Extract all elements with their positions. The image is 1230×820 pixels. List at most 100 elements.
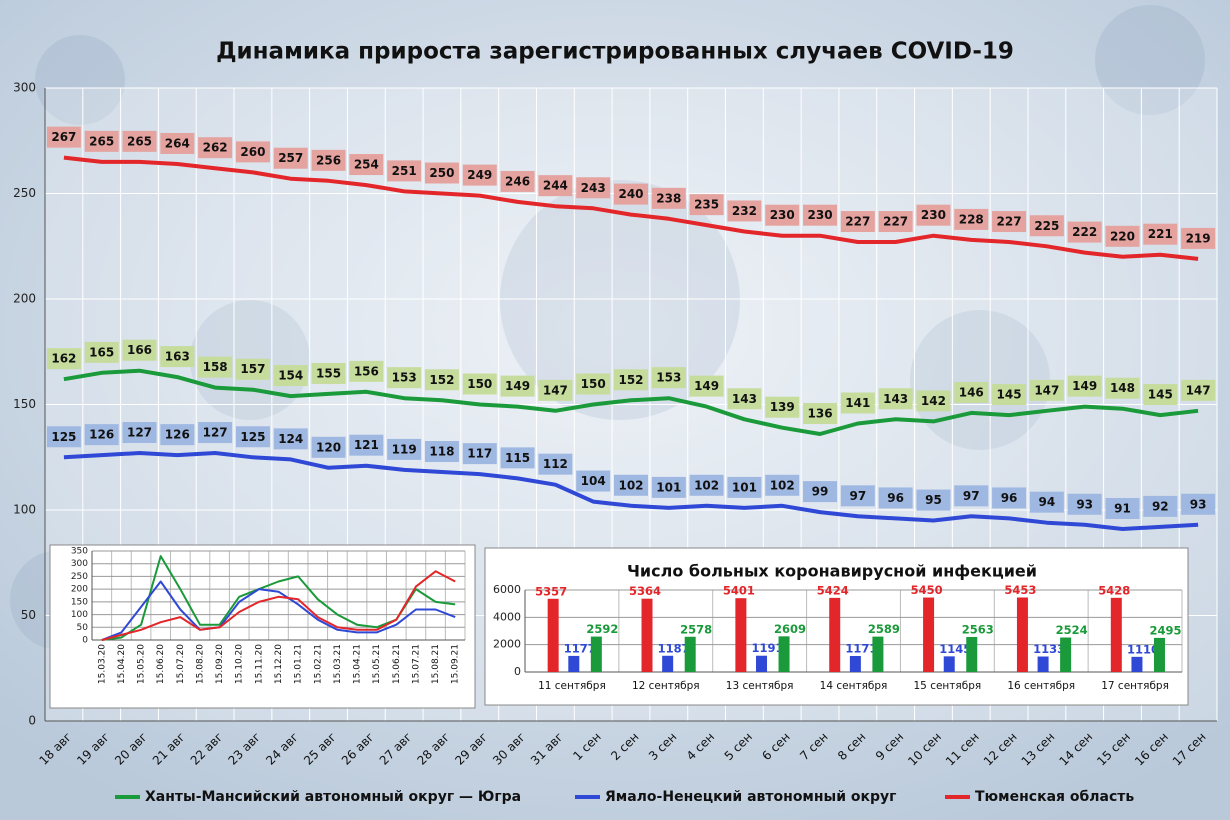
value-label-box	[1105, 377, 1140, 399]
value-label: 152	[618, 373, 643, 387]
value-label: 119	[392, 442, 417, 456]
value-label-box	[1181, 493, 1216, 515]
x-tick-label: 15.09.20	[215, 644, 225, 684]
value-label-box	[424, 162, 459, 184]
value-label-box	[235, 358, 270, 380]
value-label: 147	[1034, 383, 1059, 397]
value-label: 97	[963, 489, 980, 503]
value-label: 153	[392, 371, 417, 385]
value-label-box	[878, 388, 913, 410]
value-label: 1177	[564, 641, 596, 655]
value-label-box	[954, 381, 989, 403]
value-label: 244	[543, 179, 568, 193]
x-tick-label: 15.05.20	[137, 644, 147, 684]
x-tick-label: 15.01.21	[294, 644, 304, 684]
y-tick-label: 350	[71, 547, 88, 557]
series-line	[101, 580, 456, 641]
x-tick-label: 12 сентября	[632, 680, 700, 692]
value-label: 251	[392, 164, 417, 178]
value-label-box	[198, 137, 233, 159]
value-label-box	[954, 485, 989, 507]
value-label-box	[1029, 215, 1064, 237]
value-label: 126	[89, 428, 114, 442]
y-tick-label: 100	[71, 610, 88, 620]
value-label: 101	[656, 480, 681, 494]
value-label: 1187	[658, 641, 690, 655]
value-label: 162	[51, 352, 76, 366]
value-label: 225	[1034, 219, 1059, 233]
value-label: 264	[165, 136, 190, 150]
value-label: 5357	[535, 584, 567, 598]
value-label-box	[803, 204, 838, 226]
value-label: 94	[1039, 495, 1056, 509]
value-label: 102	[618, 478, 643, 492]
value-label-box	[1143, 384, 1178, 406]
value-label: 2578	[680, 622, 712, 636]
value-label-box	[992, 211, 1027, 233]
value-label: 127	[203, 426, 228, 440]
chart-title: Динамика прироста зарегистрированных слу…	[216, 39, 1014, 65]
value-label-box	[387, 367, 422, 389]
value-label: 150	[581, 377, 606, 391]
value-label: 145	[997, 388, 1022, 402]
x-tick-label: 16 сентября	[1007, 680, 1075, 692]
value-label: 2589	[868, 622, 900, 636]
bar	[568, 655, 580, 672]
x-tick-label: 17 сентября	[1101, 680, 1169, 692]
value-label-box	[311, 149, 346, 171]
value-label-box	[576, 373, 611, 395]
y-tick-label: 50	[21, 608, 36, 622]
value-label-box	[614, 474, 648, 496]
x-tick-label: 15.03.21	[333, 644, 343, 684]
value-label: 1145	[939, 642, 971, 656]
value-label: 243	[581, 181, 606, 195]
value-label-box	[235, 141, 270, 163]
y-tick-label: 4000	[493, 610, 521, 623]
value-label-box	[387, 438, 422, 460]
value-label-box	[500, 447, 535, 469]
value-label: 158	[203, 360, 228, 374]
value-label-box	[651, 367, 686, 389]
legend-label: Ханты-Мансийский автономный округ — Югра	[145, 789, 521, 805]
value-label: 112	[543, 457, 568, 471]
value-label: 219	[1186, 231, 1211, 245]
value-label: 260	[240, 145, 265, 159]
value-label: 5401	[723, 584, 755, 598]
value-label-box	[916, 204, 951, 226]
bar	[943, 656, 955, 672]
value-label: 125	[240, 430, 265, 444]
value-label: 220	[1110, 229, 1135, 243]
value-label: 2609	[774, 622, 806, 636]
value-label-box	[1143, 223, 1178, 245]
value-label-box	[500, 375, 535, 397]
value-label-box	[311, 436, 346, 458]
value-label-box	[765, 474, 800, 496]
value-label: 118	[429, 445, 454, 459]
value-label: 156	[354, 364, 379, 378]
value-label: 232	[732, 204, 757, 218]
x-tick-label: 15.08.21	[431, 644, 441, 684]
value-label: 101	[732, 480, 757, 494]
value-label: 104	[581, 474, 606, 488]
value-label: 155	[316, 366, 341, 380]
value-label: 97	[849, 489, 866, 503]
value-label: 146	[959, 385, 984, 399]
value-label: 141	[845, 396, 870, 410]
bar	[1110, 597, 1122, 672]
value-label: 5424	[817, 583, 849, 597]
value-label: 145	[1148, 388, 1173, 402]
y-tick-label: 2000	[493, 638, 521, 651]
value-label-box	[992, 384, 1027, 406]
x-tick-label: 15.10.20	[235, 644, 245, 684]
value-label: 148	[1110, 381, 1135, 395]
value-label: 227	[883, 215, 908, 229]
value-label: 256	[316, 153, 341, 167]
bar	[849, 655, 861, 672]
value-label-box	[803, 481, 838, 503]
value-label-box	[1181, 227, 1216, 249]
value-label-box	[46, 426, 81, 448]
value-label: 1171	[845, 641, 877, 655]
x-tick-label: 15.07.21	[411, 644, 421, 684]
value-label-box	[1029, 491, 1064, 513]
